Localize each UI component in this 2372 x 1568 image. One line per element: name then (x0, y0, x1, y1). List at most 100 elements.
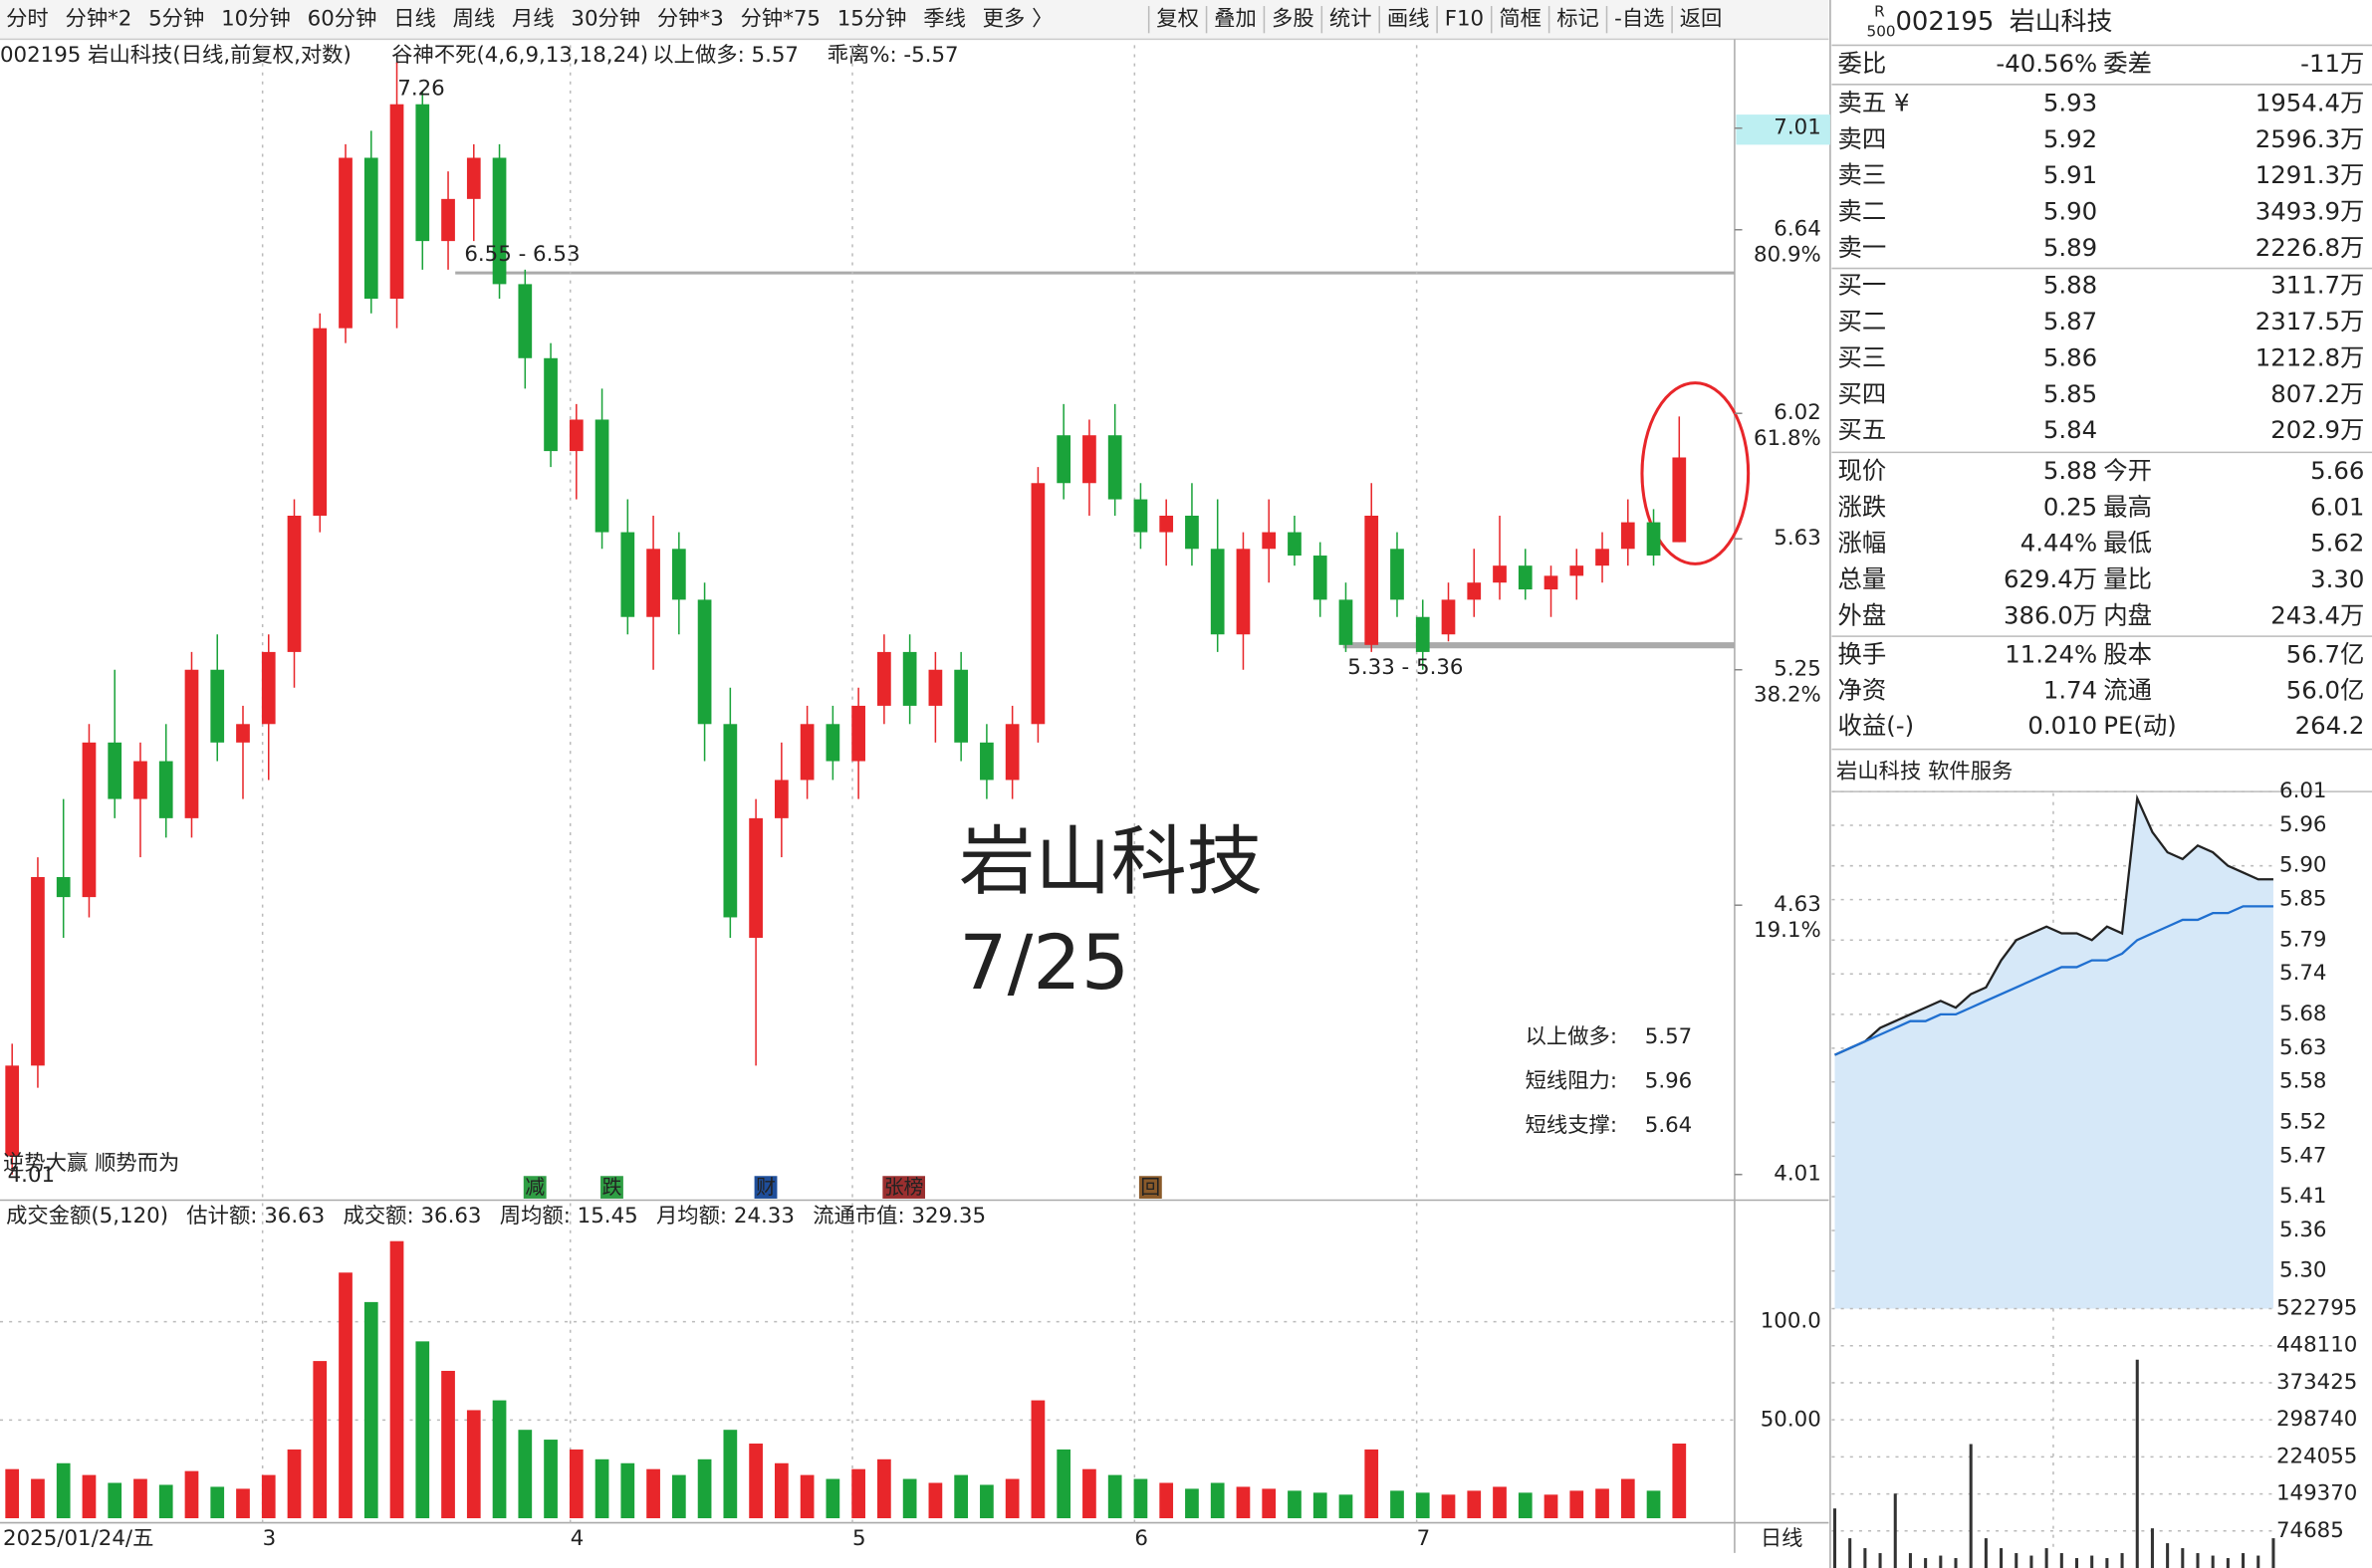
book-price: 5.92 (2043, 124, 2097, 153)
candle-body (594, 419, 609, 533)
book-volume: 202.9万 (2270, 415, 2364, 444)
volume-bar (82, 1474, 97, 1519)
book-label: 卖一 (1838, 233, 1887, 262)
signal-label: 短线支撑: (1526, 1113, 1617, 1138)
candle-body (620, 532, 635, 617)
book-label: 卖三 (1838, 160, 1887, 189)
candle-body (1133, 499, 1148, 533)
date-note: 7/25 (959, 918, 1129, 1007)
candle-body (1364, 515, 1379, 645)
toolbar-tab[interactable]: 15分钟 (837, 7, 907, 32)
book-label: 买一 (1838, 271, 1887, 300)
percent-label: 80.9% (1754, 243, 1821, 268)
volume-bar (236, 1488, 250, 1519)
candle-body (5, 1065, 20, 1157)
candle-body (826, 724, 840, 762)
price-line (1834, 793, 2273, 1056)
toolbar-tab[interactable]: 周线 (453, 7, 496, 32)
toolbar-tab[interactable]: 日线 (393, 7, 436, 32)
book-price: 5.91 (2043, 160, 2097, 189)
y-tick-label: 5.58 (2279, 1069, 2326, 1094)
y-tick-label: 50.00 (1761, 1407, 1821, 1432)
toolbar-tab[interactable]: 分时 (6, 7, 49, 32)
quote-value: 4.44% (2020, 529, 2097, 558)
toolbar-button[interactable]: -自选 (1614, 7, 1664, 32)
book-price: 5.87 (2043, 307, 2097, 336)
date-label: 2025/01/24/五 (3, 1526, 153, 1551)
toolbar-button[interactable]: 返回 (1680, 7, 1723, 32)
toolbar-tab[interactable]: 10分钟 (221, 7, 291, 32)
candle-body (902, 651, 917, 706)
toolbar-tab[interactable]: 月线 (512, 7, 555, 32)
quote-value: 0.010 (2027, 711, 2097, 740)
volume-bar (518, 1430, 533, 1519)
toolbar-button[interactable]: 统计 (1329, 7, 1372, 32)
toolbar-tab[interactable]: 30分钟 (571, 7, 640, 32)
price-badge (1736, 114, 1830, 145)
toolbar-tab[interactable]: 分钟*2 (66, 7, 132, 32)
toolbar-tab[interactable]: 分钟*3 (657, 7, 724, 32)
book-volume: 1291.3万 (2255, 160, 2365, 189)
candle-body (1082, 435, 1096, 484)
volume-bar (800, 1474, 815, 1519)
volume-header: 月均额: 24.33 (656, 1204, 795, 1229)
volume-header: 估计额: 36.63 (186, 1204, 325, 1229)
y-tick-label: 5.85 (2279, 887, 2326, 912)
event-tag: 财 (756, 1176, 776, 1199)
toolbar-button[interactable]: 标记 (1556, 7, 1599, 32)
volume-bar (1005, 1478, 1020, 1519)
toolbar-button[interactable]: 复权 (1156, 7, 1199, 32)
y-tick-label: 149370 (2276, 1481, 2357, 1506)
volume-bar (1493, 1486, 1507, 1519)
toolbar-tab[interactable]: 季线 (923, 7, 966, 32)
candle-body (82, 742, 97, 898)
book-volume: 2317.5万 (2255, 307, 2365, 336)
toolbar-button[interactable]: 叠加 (1214, 7, 1257, 32)
toolbar-bg (0, 0, 1829, 40)
volume-bar (620, 1462, 635, 1519)
volume-header: 成交额: 36.63 (344, 1204, 482, 1229)
quote-value: 629.4万 (2004, 564, 2097, 593)
candle-body (723, 724, 738, 918)
event-tag: 回 (1140, 1176, 1160, 1199)
toolbar-button[interactable]: F10 (1445, 7, 1484, 32)
indicator: 谷神不死(4,6,9,13,18,24) (391, 43, 648, 68)
y-tick-label: 6.64 (1774, 217, 1820, 242)
volume-bar (31, 1478, 45, 1519)
candle-body (851, 705, 865, 762)
signal-label: 以上做多: (1526, 1024, 1617, 1049)
quote-value: 386.0万 (2004, 600, 2097, 629)
volume-bar (774, 1462, 789, 1519)
volume-bar (1159, 1482, 1174, 1519)
toolbar-button[interactable]: 多股 (1272, 7, 1314, 32)
event-tag: 减 (525, 1176, 545, 1199)
candle-body (1415, 616, 1430, 652)
candle-body (1338, 599, 1353, 645)
quote-label: 换手 (1838, 640, 1887, 669)
book-price: 5.90 (2043, 197, 2097, 226)
volume-bar (1364, 1449, 1379, 1519)
volume-bar (1133, 1478, 1148, 1519)
toolbar-button[interactable]: 简框 (1499, 7, 1542, 32)
toolbar-tab[interactable]: 更多 〉 (983, 7, 1054, 32)
candle-body (569, 419, 584, 452)
stock-code: 002195 (1895, 7, 1994, 37)
volume-bar (184, 1470, 199, 1519)
quote-value: 1.74 (2043, 675, 2097, 704)
candle-body (389, 104, 404, 300)
volume-bar (339, 1272, 353, 1519)
annotation: 5.33 - 5.36 (1347, 655, 1463, 680)
quote-label: 最低 (2103, 529, 2152, 558)
toolbar-tab[interactable]: 分钟*75 (741, 7, 821, 32)
volume-bar (902, 1478, 917, 1519)
candle-body (210, 669, 225, 743)
toolbar-tab[interactable]: 5分钟 (148, 7, 204, 32)
quote-label: 收益(-) (1838, 711, 1915, 740)
volume-header: 流通市值: 329.35 (813, 1204, 986, 1229)
toolbar-button[interactable]: 画线 (1387, 7, 1430, 32)
toolbar-tab[interactable]: 60分钟 (308, 7, 377, 32)
volume-bar (1569, 1490, 1584, 1519)
signal-value: 5.64 (1645, 1113, 1692, 1138)
indicator-value: 乖离%: -5.57 (828, 43, 959, 68)
highlight-circle (1640, 381, 1751, 565)
